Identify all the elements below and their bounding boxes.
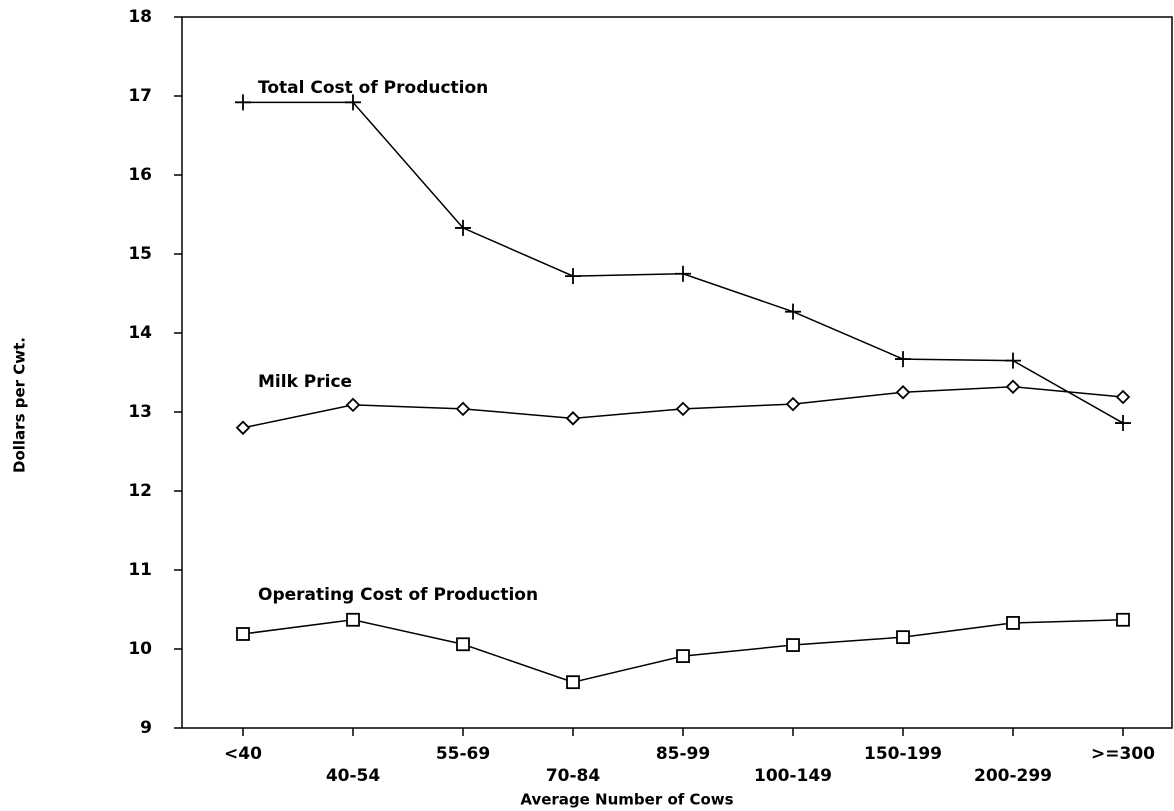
series-line (243, 101, 1124, 424)
marker (565, 268, 581, 285)
marker (235, 94, 251, 111)
y-tick-label: 18 (128, 7, 152, 27)
marker (896, 630, 910, 645)
x-tick-label: 85-99 (656, 744, 710, 764)
marker (1005, 379, 1021, 394)
series-label: Milk Price (258, 372, 352, 392)
marker (566, 675, 580, 690)
marker (1115, 389, 1131, 405)
x-tick-label: 40-54 (326, 766, 381, 786)
marker (346, 612, 360, 627)
marker (455, 219, 471, 236)
marker (675, 401, 691, 417)
marker (1005, 352, 1021, 369)
marker (345, 94, 361, 111)
marker (565, 411, 581, 426)
y-tick-label: 16 (128, 165, 152, 185)
marker (1006, 616, 1020, 630)
y-tick-label: 12 (128, 481, 152, 501)
marker (895, 384, 911, 400)
marker (455, 401, 471, 417)
x-tick-label: 70-84 (546, 766, 601, 786)
marker (895, 351, 911, 368)
marker (235, 420, 251, 436)
x-tick-label: 150-199 (864, 744, 942, 764)
marker (675, 265, 691, 282)
marker (456, 637, 470, 652)
y-tick-label: 13 (128, 402, 152, 422)
x-tick-label: <40 (224, 744, 262, 764)
marker (1115, 415, 1131, 432)
plot-frame (181, 16, 1173, 729)
y-tick-label: 14 (128, 323, 152, 343)
x-tick-label: 100-149 (754, 766, 832, 786)
marker (345, 397, 361, 413)
y-tick-label: 9 (140, 718, 152, 738)
y-tick-label: 10 (128, 639, 152, 659)
y-tick-label: 17 (128, 86, 152, 106)
marker (1116, 612, 1130, 627)
marker (785, 303, 801, 320)
y-tick-label: 15 (128, 244, 152, 264)
x-axis-label: Average Number of Cows (520, 791, 733, 809)
marker (676, 649, 690, 664)
y-axis-label: Dollars per Cwt. (11, 337, 29, 473)
x-tick-label: 55-69 (436, 744, 490, 764)
x-tick-label: 200-299 (974, 766, 1052, 786)
series-label: Operating Cost of Production (258, 585, 538, 605)
marker (236, 627, 250, 641)
series-label: Total Cost of Production (258, 78, 488, 98)
marker (786, 638, 800, 652)
marker (785, 396, 801, 412)
x-tick-label: >=300 (1091, 744, 1155, 764)
y-tick-label: 11 (128, 560, 152, 580)
